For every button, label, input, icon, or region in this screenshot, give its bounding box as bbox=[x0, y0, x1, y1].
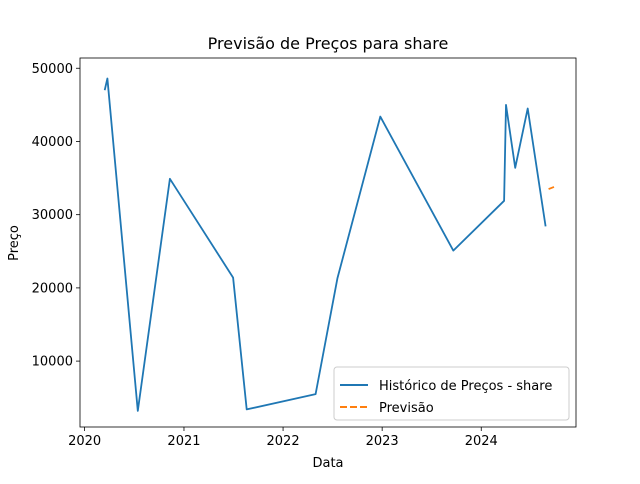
series-line-1 bbox=[548, 186, 555, 190]
chart-title: Previsão de Preços para share bbox=[208, 34, 449, 53]
y-tick-label: 10000 bbox=[32, 355, 73, 370]
legend-label-historico: Histórico de Preços - share bbox=[379, 379, 552, 394]
x-axis-label: Data bbox=[312, 456, 343, 471]
x-tick-label: 2021 bbox=[167, 434, 200, 449]
x-tick-label: 2024 bbox=[465, 434, 498, 449]
legend: Histórico de Preços - share Previsão bbox=[333, 366, 570, 421]
plot-area bbox=[103, 77, 555, 412]
y-tick-label: 40000 bbox=[32, 135, 73, 150]
y-axis-label: Preço bbox=[7, 225, 22, 261]
series-line-0 bbox=[103, 77, 547, 412]
y-axis: 10000 20000 30000 40000 50000 bbox=[32, 62, 80, 370]
x-axis: 2020 2021 2022 2023 2024 bbox=[68, 427, 498, 449]
y-tick-label: 20000 bbox=[32, 281, 73, 296]
plot-frame bbox=[79, 57, 577, 428]
legend-box bbox=[333, 366, 570, 421]
x-tick-label: 2022 bbox=[267, 434, 300, 449]
legend-label-previsao: Previsão bbox=[379, 401, 434, 416]
x-tick-label: 2020 bbox=[68, 434, 101, 449]
y-tick-label: 50000 bbox=[32, 62, 73, 77]
y-tick-label: 30000 bbox=[32, 208, 73, 223]
x-tick-label: 2023 bbox=[366, 434, 399, 449]
